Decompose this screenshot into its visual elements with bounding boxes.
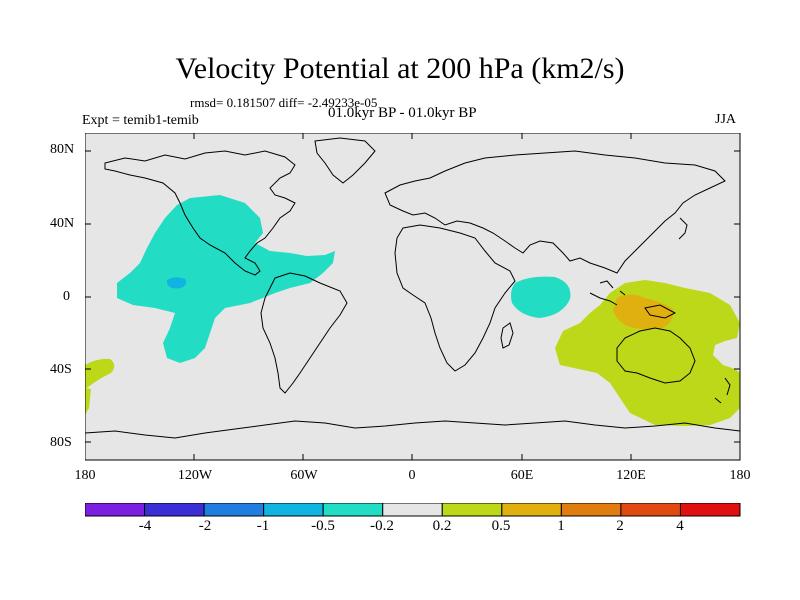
coastline-africa [394, 224, 516, 372]
colorbar-box [382, 503, 443, 517]
experiment-label: Expt = temib1-temib [82, 113, 199, 128]
coastline-indonesia [589, 280, 626, 306]
season-label: JJA [715, 112, 737, 127]
colorbar-box [501, 503, 562, 517]
map-panel [85, 133, 741, 461]
colorbar-box [620, 503, 681, 517]
colorbar-label: 0.5 [491, 518, 511, 534]
lon-tick-0: 0 [408, 468, 416, 483]
colorbar-box [263, 503, 324, 517]
region-maritime-continent-australia-positive [555, 280, 740, 426]
colorbar-label: 0.2 [432, 518, 452, 534]
colorbar-label: -0.2 [370, 518, 394, 534]
colorbar-box [560, 503, 622, 517]
lon-tick-180w: 180 [74, 468, 96, 483]
colorbar-label: -0.5 [311, 518, 335, 534]
colorbar-label: 2 [616, 518, 624, 534]
lon-tick-60w: 60W [290, 468, 318, 483]
coastline-new-guinea [644, 304, 677, 319]
region-north-pacific-atlantic-negative [117, 195, 335, 363]
stats-text: rmsd= 0.181507 diff= -2.49233e-05 [190, 95, 378, 110]
region-south-pacific-positive [85, 358, 115, 389]
colorbar-box [85, 503, 146, 517]
lon-tick-120w: 120W [177, 468, 213, 483]
coastline-north-america [104, 150, 296, 276]
colorbar-box [679, 503, 741, 517]
colorbar-box [203, 503, 265, 517]
lat-tick-80s: 80S [50, 435, 72, 450]
lat-tick-40s: 40S [50, 362, 72, 377]
colorbar-label: -1 [256, 518, 270, 534]
colorbar [85, 503, 741, 517]
region-new-guinea-maximum [613, 294, 674, 330]
coastline-greenland [314, 137, 376, 184]
tick-marks [85, 133, 740, 460]
lon-tick-120e: 120E [616, 468, 646, 483]
colorbar-label: 4 [676, 518, 684, 534]
coastline-new-zealand [714, 377, 731, 404]
coastline-layer [85, 137, 741, 439]
lat-tick-40n: 40N [50, 216, 75, 231]
region-west-edge-positive [85, 388, 91, 415]
colorbar-box [144, 503, 205, 517]
lon-tick-180e: 180 [729, 468, 751, 483]
colorbar-label: -4 [138, 518, 152, 534]
coastline-australia [616, 327, 696, 384]
coastline-madagascar [500, 322, 514, 349]
lat-tick-80n: 80N [50, 142, 75, 157]
colorbar-label: 1 [557, 518, 565, 534]
colorbar-box [441, 503, 503, 517]
lat-tick-0: 0 [63, 289, 70, 304]
coastline-eurasia [384, 150, 726, 274]
region-western-indian-ocean-negative [511, 276, 571, 318]
period-label: 01.0kyr BP - 01.0kyr BP [328, 105, 477, 121]
coastline-south-america [260, 272, 348, 394]
coastline-antarctica [85, 420, 741, 439]
colorbar-box [322, 503, 384, 517]
coastline-japan [678, 217, 688, 240]
contour-fill-layer [85, 195, 740, 426]
page-title: Velocity Potential at 200 hPa (km2/s) [175, 52, 625, 85]
region-central-pacific-minimum [167, 277, 187, 289]
lon-tick-60e: 60E [510, 468, 534, 483]
colorbar-label: -2 [198, 518, 212, 534]
